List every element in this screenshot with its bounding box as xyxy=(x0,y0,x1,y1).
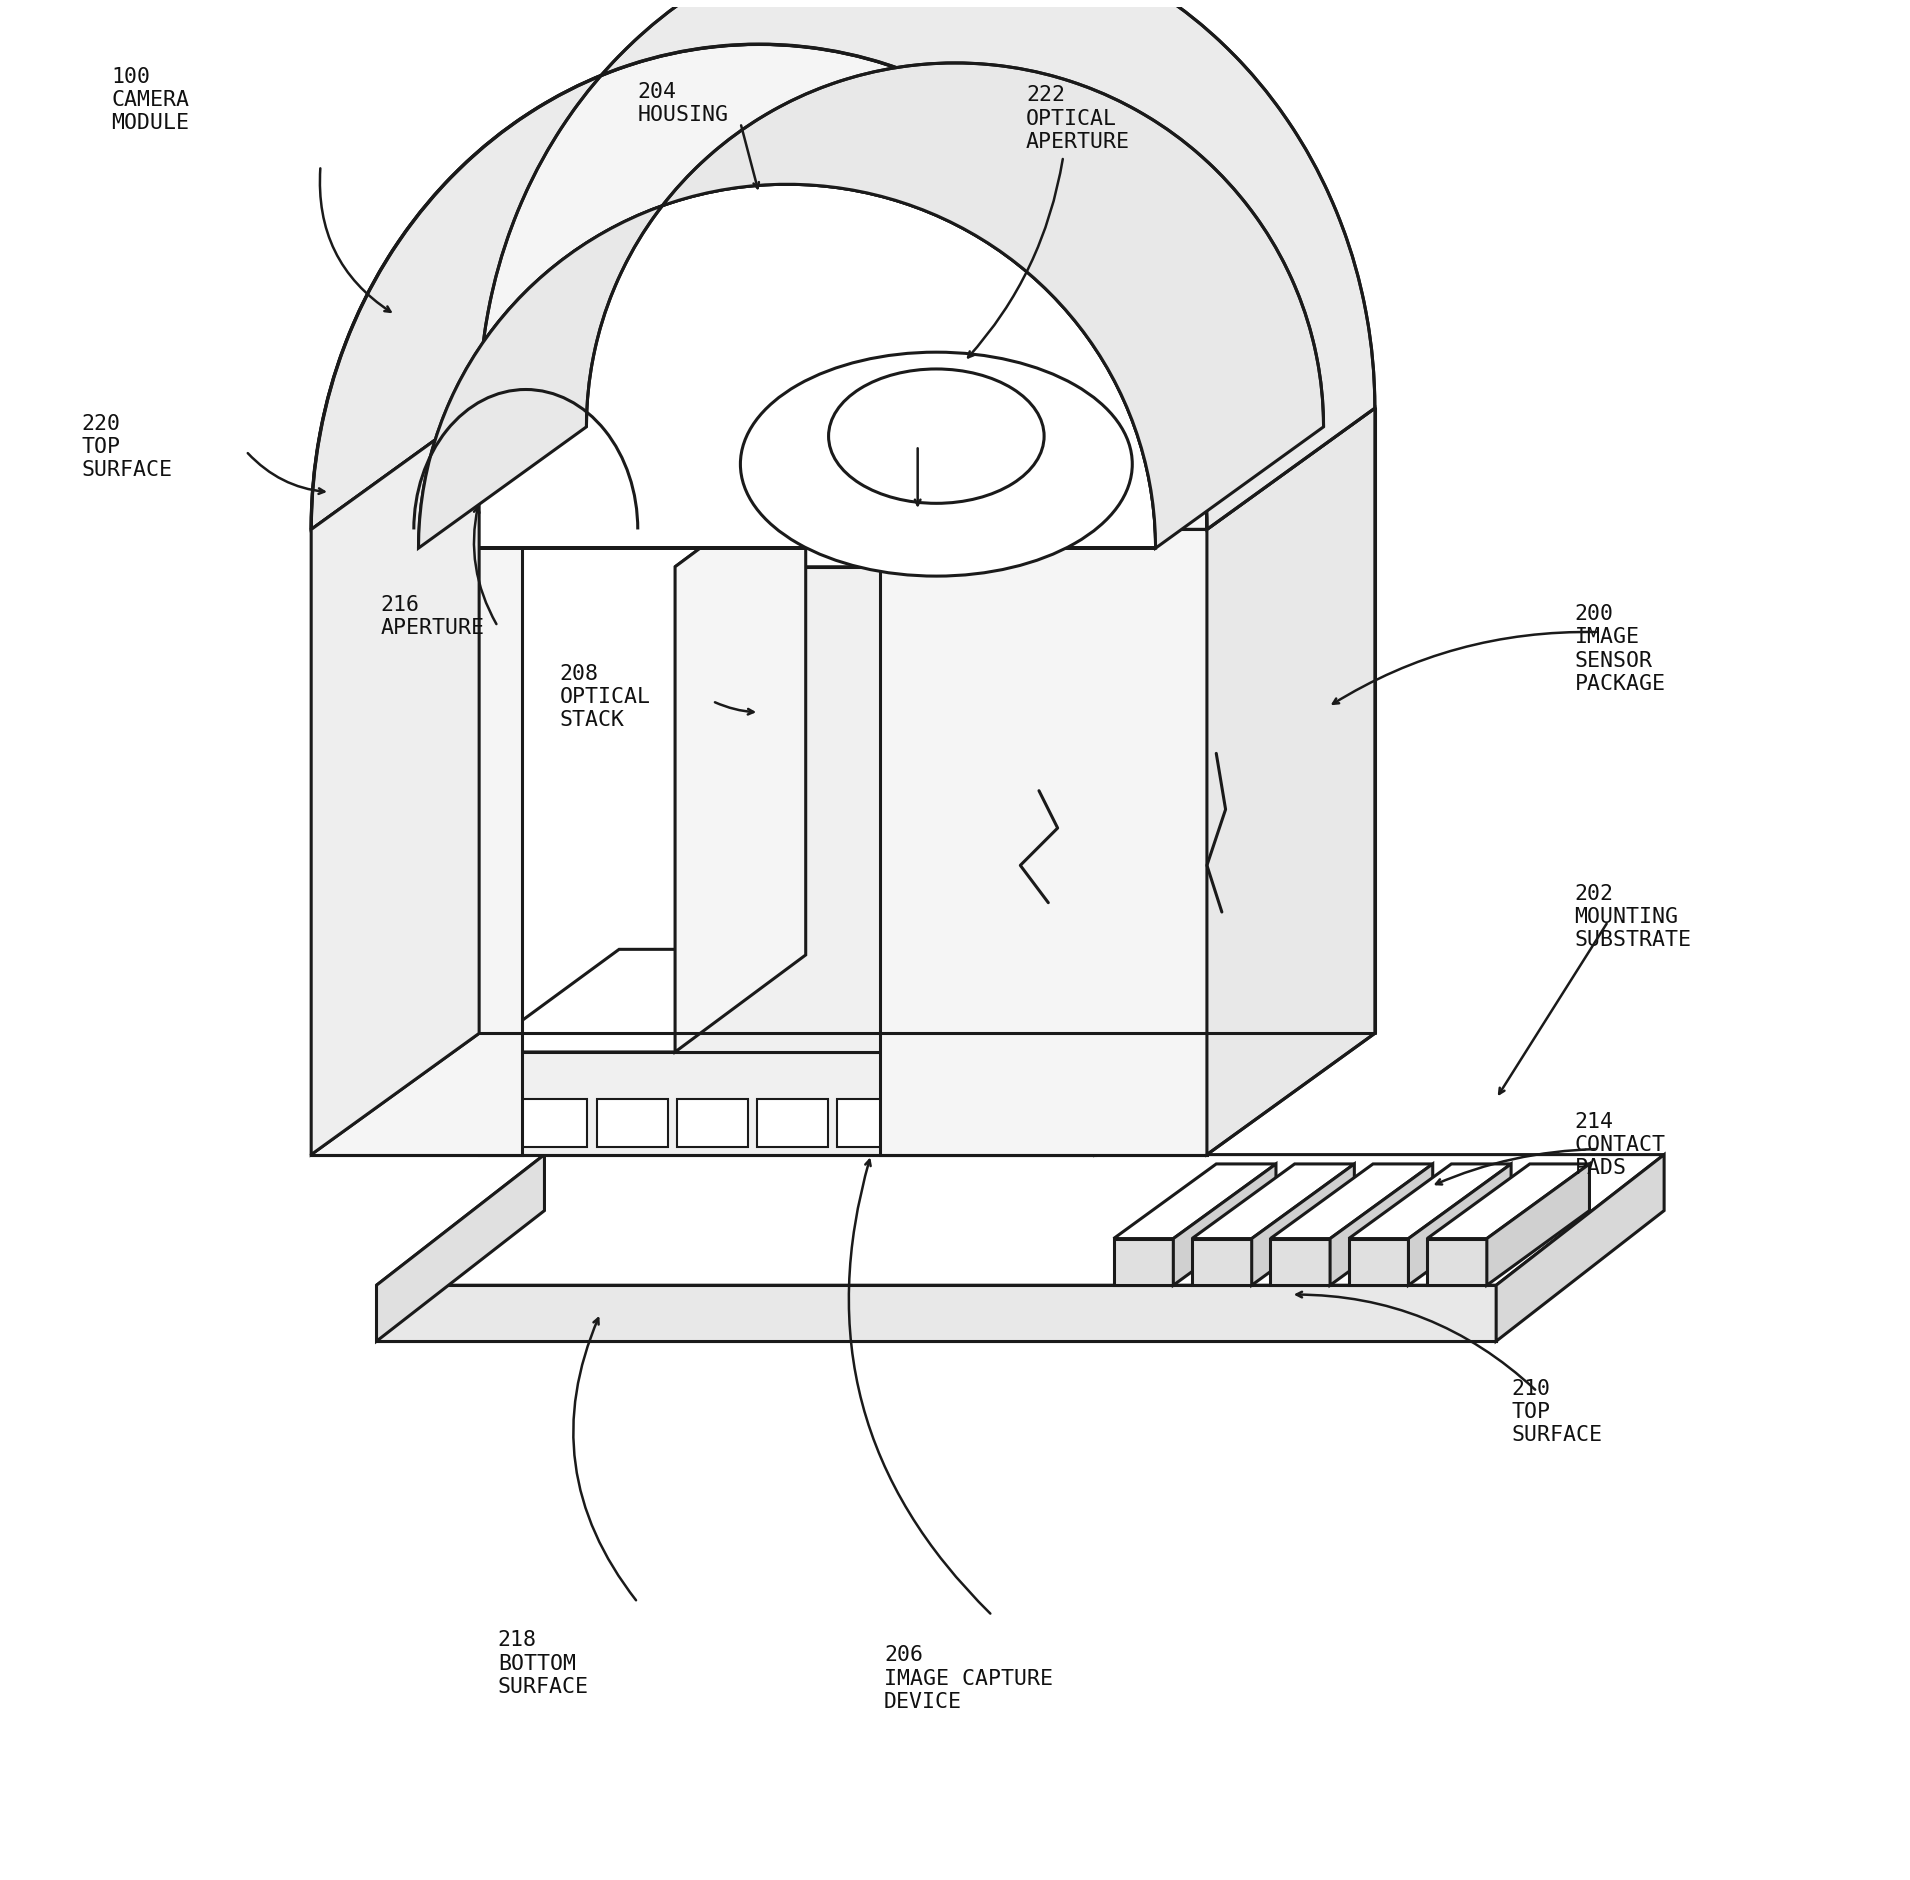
Polygon shape xyxy=(311,45,1207,530)
Ellipse shape xyxy=(741,352,1133,575)
Text: 208
OPTICAL
STACK: 208 OPTICAL STACK xyxy=(560,664,651,729)
Polygon shape xyxy=(1207,408,1375,1154)
Polygon shape xyxy=(418,64,1324,549)
Text: 220
TOP
SURFACE: 220 TOP SURFACE xyxy=(82,414,172,479)
Polygon shape xyxy=(1039,470,1169,1053)
Polygon shape xyxy=(674,566,1039,1053)
Polygon shape xyxy=(881,530,1207,1154)
Polygon shape xyxy=(1270,1164,1432,1239)
Polygon shape xyxy=(311,530,521,1154)
Text: 200
IMAGE
SENSOR
PACKAGE: 200 IMAGE SENSOR PACKAGE xyxy=(1574,603,1666,694)
Polygon shape xyxy=(1251,1164,1354,1286)
Polygon shape xyxy=(1094,949,1236,1154)
Polygon shape xyxy=(674,470,806,1053)
Ellipse shape xyxy=(829,368,1045,504)
Text: 216
APERTURE: 216 APERTURE xyxy=(380,594,485,637)
Polygon shape xyxy=(311,408,479,1154)
Polygon shape xyxy=(1348,1164,1511,1239)
Polygon shape xyxy=(479,1053,1094,1154)
Polygon shape xyxy=(516,1098,588,1147)
Polygon shape xyxy=(1496,1154,1664,1340)
Polygon shape xyxy=(376,1154,544,1340)
Polygon shape xyxy=(1192,1164,1354,1239)
Polygon shape xyxy=(1348,1239,1408,1286)
Text: 202
MOUNTING
SUBSTRATE: 202 MOUNTING SUBSTRATE xyxy=(1574,884,1692,951)
Polygon shape xyxy=(1192,1239,1251,1286)
Polygon shape xyxy=(376,1286,1496,1340)
Text: 210
TOP
SURFACE: 210 TOP SURFACE xyxy=(1511,1378,1602,1446)
Text: 222
OPTICAL
APERTURE: 222 OPTICAL APERTURE xyxy=(1026,85,1131,152)
Polygon shape xyxy=(1427,1164,1589,1239)
Text: 214
CONTACT
PADS: 214 CONTACT PADS xyxy=(1574,1111,1666,1179)
Polygon shape xyxy=(1173,1164,1276,1286)
Polygon shape xyxy=(1270,1239,1329,1286)
Polygon shape xyxy=(376,1286,1496,1340)
Polygon shape xyxy=(1486,1164,1589,1286)
Polygon shape xyxy=(837,1098,909,1147)
Text: 218
BOTTOM
SURFACE: 218 BOTTOM SURFACE xyxy=(499,1630,588,1698)
Polygon shape xyxy=(1329,1164,1432,1286)
Polygon shape xyxy=(674,470,1169,566)
Polygon shape xyxy=(1427,1239,1486,1286)
Polygon shape xyxy=(311,408,479,530)
Polygon shape xyxy=(1114,1239,1173,1286)
Polygon shape xyxy=(1207,408,1375,530)
Polygon shape xyxy=(1114,1164,1276,1239)
Polygon shape xyxy=(676,1098,749,1147)
Polygon shape xyxy=(479,949,1236,1053)
Polygon shape xyxy=(311,0,1375,530)
Text: 204
HOUSING: 204 HOUSING xyxy=(638,81,730,124)
Polygon shape xyxy=(596,1098,668,1147)
Text: 206
IMAGE CAPTURE
DEVICE: 206 IMAGE CAPTURE DEVICE xyxy=(884,1645,1052,1713)
Text: 100
CAMERA
MODULE: 100 CAMERA MODULE xyxy=(111,66,189,133)
Polygon shape xyxy=(756,1098,829,1147)
Polygon shape xyxy=(376,1154,1664,1286)
Polygon shape xyxy=(1408,1164,1511,1286)
Polygon shape xyxy=(418,184,1156,549)
